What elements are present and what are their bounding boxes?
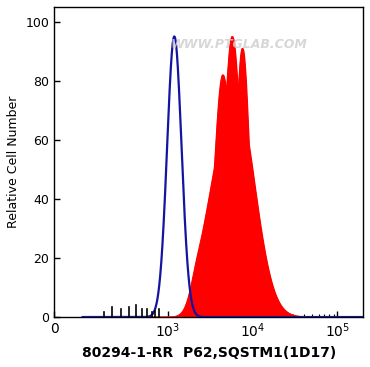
X-axis label: 80294-1-RR  P62,SQSTM1(1D17): 80294-1-RR P62,SQSTM1(1D17) xyxy=(81,346,336,360)
Text: WWW.PTGLAB.COM: WWW.PTGLAB.COM xyxy=(171,38,308,51)
Y-axis label: Relative Cell Number: Relative Cell Number xyxy=(7,96,20,228)
